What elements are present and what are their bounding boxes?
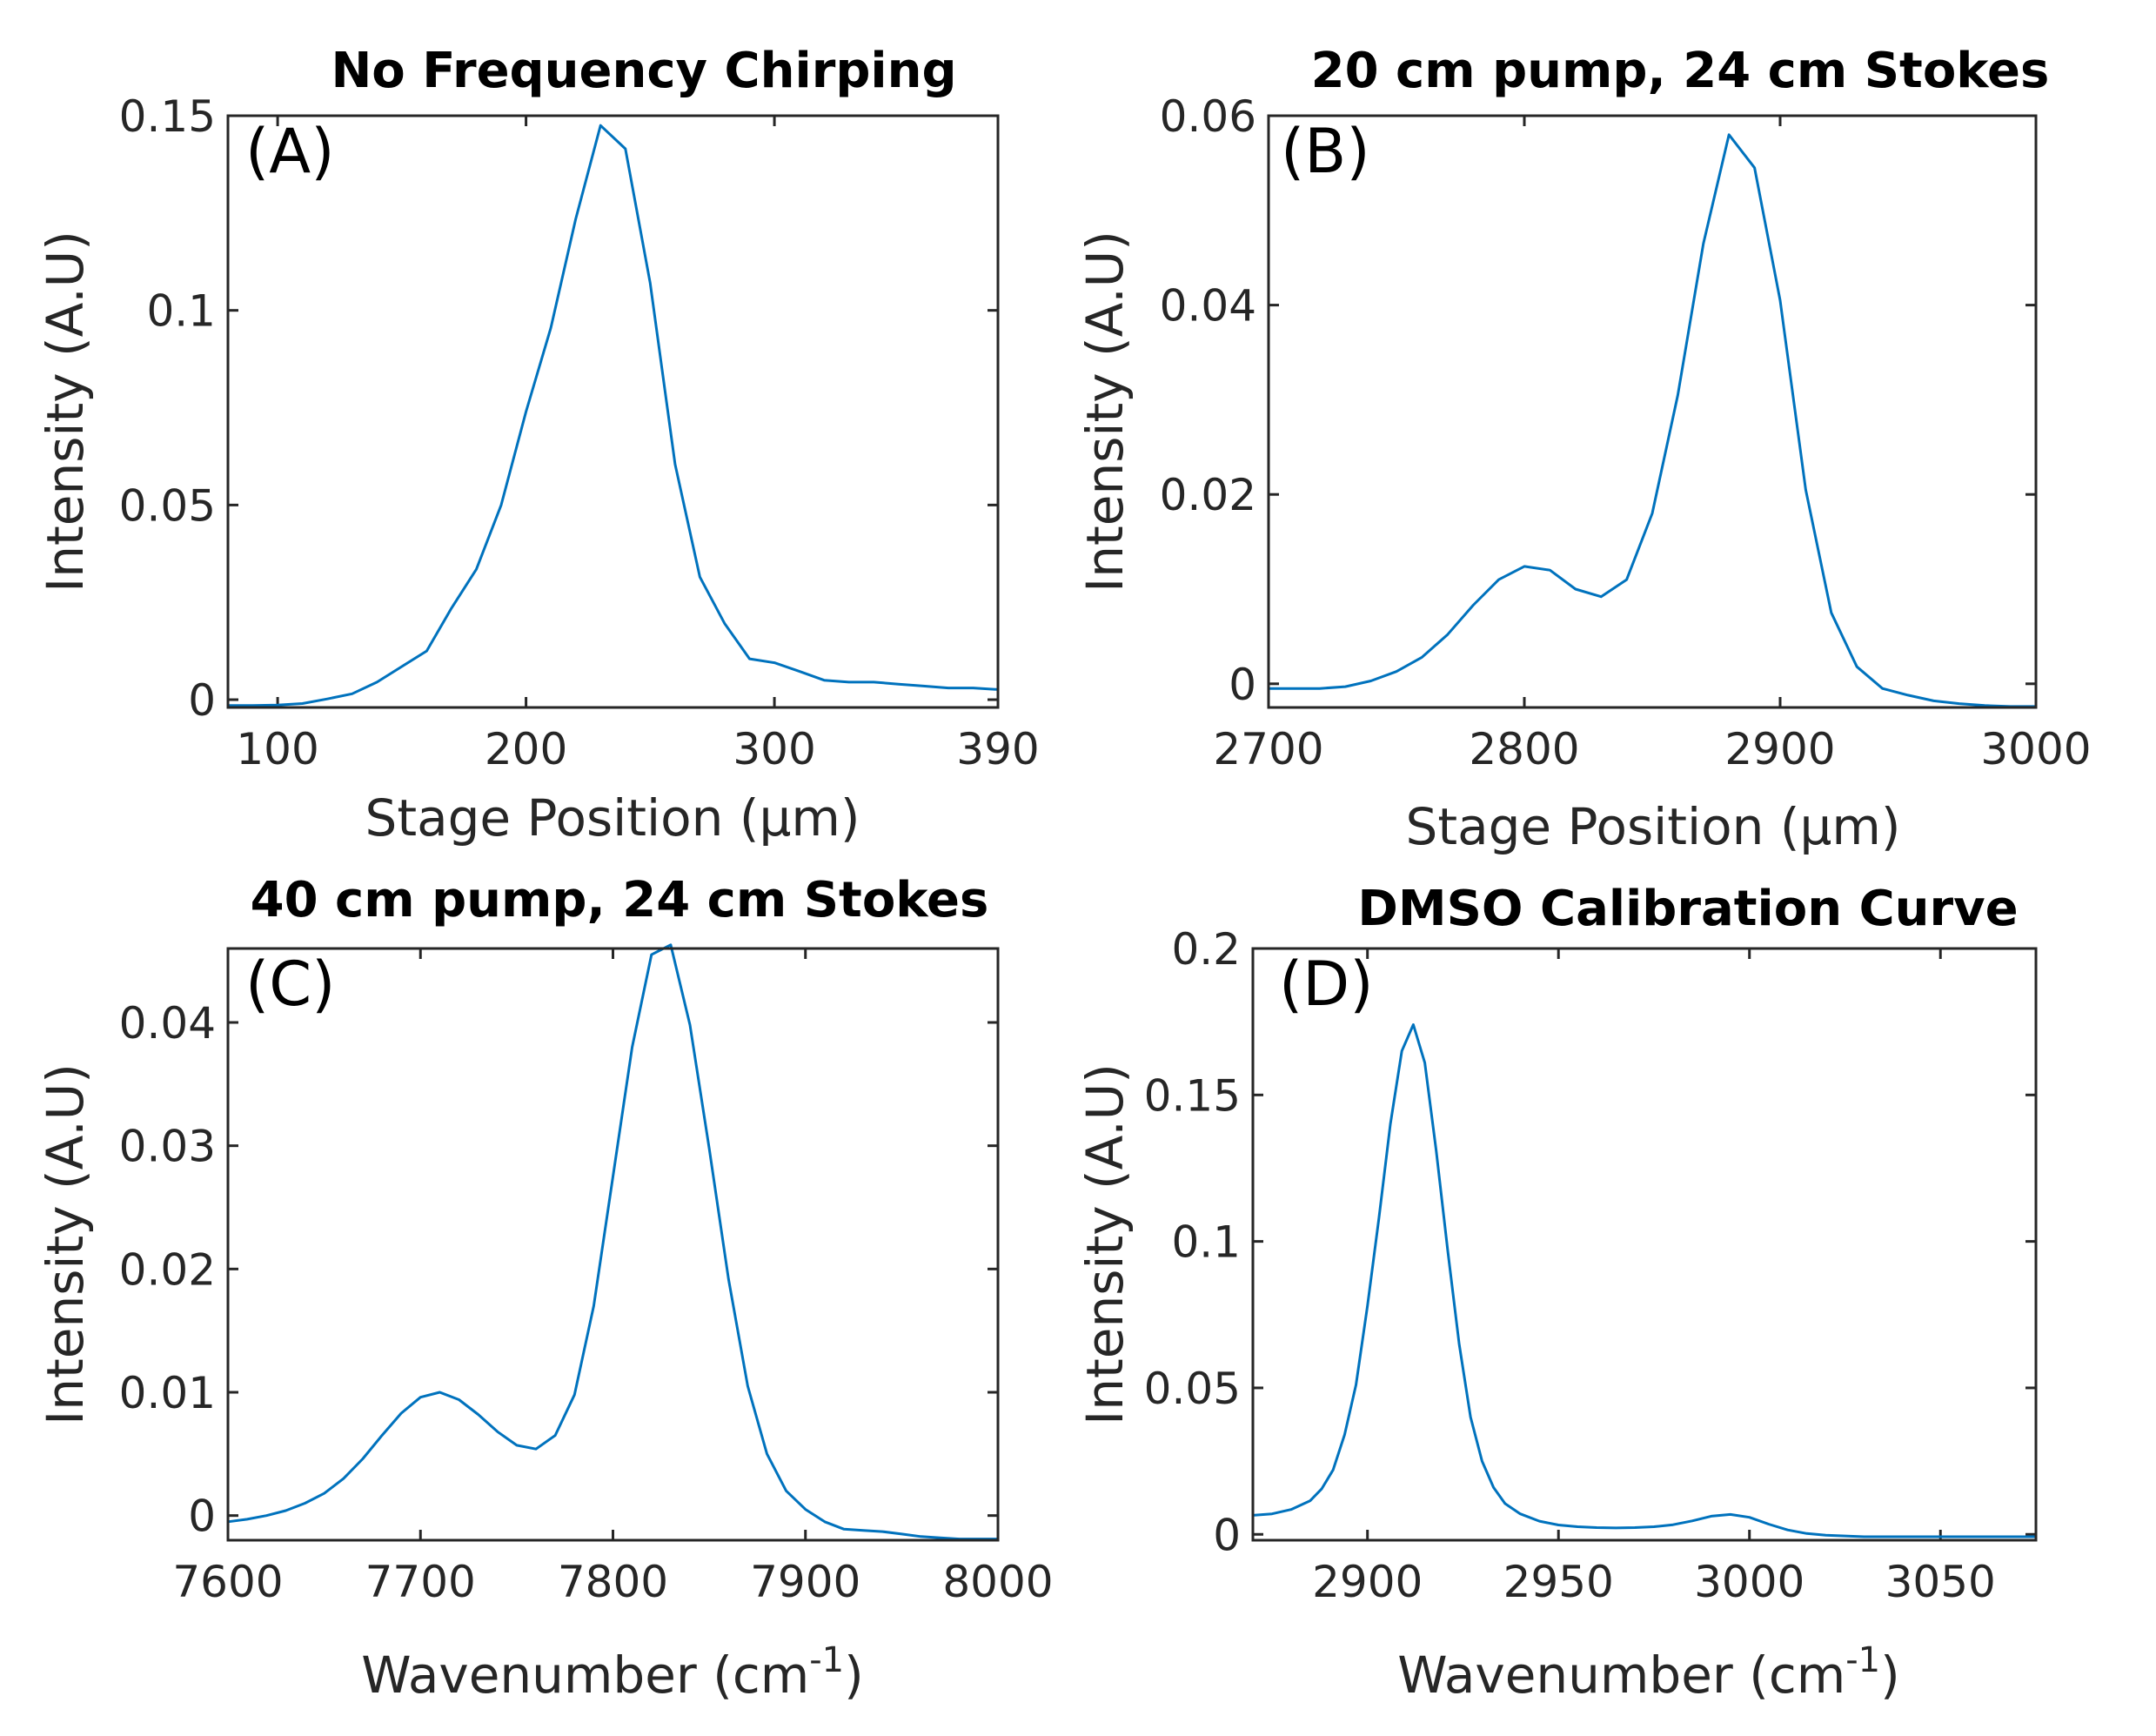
- panel-d-x-axis-label-main: Wavenumber (cm: [1397, 1646, 1845, 1705]
- panel-d-x-tick-label: 2950: [1503, 1557, 1614, 1607]
- panel-c: 40 cm pump, 24 cm Stokes 7600 7700 7800 790…: [36, 872, 1054, 1705]
- panel-a-title: No Frequency Chirping: [331, 43, 956, 99]
- panel-c-y-tick-label: 0: [188, 1491, 216, 1542]
- panel-c-x-tick-label: 7700: [365, 1557, 476, 1607]
- panel-c-series-line: [227, 943, 998, 1541]
- panel-b-x-tick-label: 2700: [1213, 724, 1323, 774]
- panel-b-plot-area: 2700 2800 2900 3000 0 0.02 0.04 0.06: [1160, 91, 2092, 774]
- panel-d-x-axis-label-close: ): [1880, 1646, 1900, 1705]
- panel-c-y-tick-label: 0.01: [119, 1368, 216, 1418]
- panel-a-y-tick-label: 0.1: [146, 286, 216, 337]
- panel-a-x-tick-label: 390: [956, 724, 1039, 774]
- panel-a-x-tick-label: 300: [733, 724, 815, 774]
- panel-b-y-axis-label: Intensity (A.U): [1075, 231, 1135, 593]
- panel-c-x-axis-label-main: Wavenumber (cm: [361, 1646, 809, 1705]
- panel-a-label: (A): [245, 116, 335, 187]
- panel-b-title: 20 cm pump, 24 cm Stokes: [1311, 43, 2050, 99]
- panel-d-axes-frame: [1251, 947, 2038, 1542]
- panel-a-y-tick-label: 0.15: [119, 91, 216, 142]
- panel-c-x-tick-label: 7800: [558, 1557, 668, 1607]
- panel-c-axes-frame: [226, 947, 1000, 1542]
- panel-a-y-tick-label: 0.05: [119, 480, 216, 531]
- panel-c-x-tick-label: 7600: [172, 1557, 283, 1607]
- panel-d-x-tick-label: 3000: [1694, 1557, 1804, 1607]
- panel-d-y-axis-label: Intensity (A.U): [1075, 1063, 1135, 1425]
- panel-b-y-tick-label: 0.06: [1160, 91, 1256, 142]
- panel-b-label: (B): [1281, 116, 1370, 187]
- panel-a-axes-frame: [226, 114, 1000, 709]
- panel-d-y-tick-label: 0.1: [1171, 1217, 1241, 1268]
- panel-a-x-tick-label: 100: [236, 724, 318, 774]
- panel-c-y-tick-label: 0.02: [119, 1244, 216, 1295]
- panel-b: 20 cm pump, 24 cm Stokes 2700 2800 2900 300…: [1075, 43, 2092, 856]
- panel-c-plot-area: 7600 7700 7800 7900 8000 0 0.01 0.02 0.03 0.04: [119, 943, 1054, 1607]
- panel-d-plot-area: 2900 2950 3000 3050 0 0.05 0.1 0.15 0.2: [1144, 924, 2036, 1607]
- panel-a-series-line: [228, 124, 999, 707]
- panel-a-y-axis-label: Intensity (A.U): [36, 231, 95, 593]
- panel-d-x-axis-label: Wavenumber (cm-1): [1397, 1640, 1900, 1705]
- panel-d-x-axis-label-superscript: -1: [1845, 1640, 1880, 1680]
- panel-a: No Frequency Chirping 100 200 300 390 0 0.05 0…: [36, 43, 1040, 848]
- panel-b-x-tick-label: 3000: [1980, 724, 2091, 774]
- panel-d-y-tick-label: 0.05: [1144, 1364, 1241, 1414]
- panel-b-y-tick-label: 0.04: [1160, 281, 1256, 332]
- panel-a-x-tick-label: 200: [485, 724, 567, 774]
- panel-b-y-tick-label: 0.02: [1160, 470, 1256, 520]
- panel-d-y-tick-label: 0: [1213, 1510, 1241, 1560]
- panel-c-y-tick-label: 0.03: [119, 1122, 216, 1172]
- panel-a-x-axis-label: Stage Position (μm): [365, 788, 860, 848]
- panel-c-x-axis-label: Wavenumber (cm-1): [361, 1640, 864, 1705]
- panel-c-x-tick-label: 8000: [942, 1557, 1053, 1607]
- panel-d-y-tick-label: 0.2: [1171, 924, 1241, 975]
- panel-b-series-line: [1269, 133, 2036, 708]
- panel-c-y-axis-label: Intensity (A.U): [36, 1063, 95, 1425]
- panel-c-x-axis-label-superscript: -1: [809, 1640, 844, 1680]
- panel-a-y-tick-label: 0: [188, 675, 216, 726]
- panel-d: DMSO Calibration Curve 2900 2950 3000 3050 0…: [1075, 881, 2038, 1705]
- panel-d-x-tick-label: 3050: [1885, 1557, 1996, 1607]
- panel-b-y-tick-label: 0: [1229, 660, 1256, 710]
- panel-c-y-tick-label: 0.04: [119, 998, 216, 1049]
- panel-b-axes-frame: [1267, 114, 2038, 709]
- panel-b-x-tick-label: 2800: [1469, 724, 1579, 774]
- panel-c-x-tick-label: 7900: [750, 1557, 860, 1607]
- panel-d-x-tick-label: 2900: [1312, 1557, 1423, 1607]
- panel-d-label: (D): [1279, 948, 1374, 1020]
- panel-c-x-axis-label-close: ): [844, 1646, 864, 1705]
- panel-b-x-axis-label: Stage Position (μm): [1406, 797, 1901, 856]
- panel-d-y-tick-label: 0.15: [1144, 1070, 1241, 1121]
- panel-b-x-tick-label: 2900: [1724, 724, 1835, 774]
- panel-d-series-line: [1252, 1023, 2036, 1538]
- panel-c-label: (C): [245, 948, 336, 1020]
- panel-d-title: DMSO Calibration Curve: [1357, 881, 2018, 937]
- panel-c-title: 40 cm pump, 24 cm Stokes: [251, 872, 989, 928]
